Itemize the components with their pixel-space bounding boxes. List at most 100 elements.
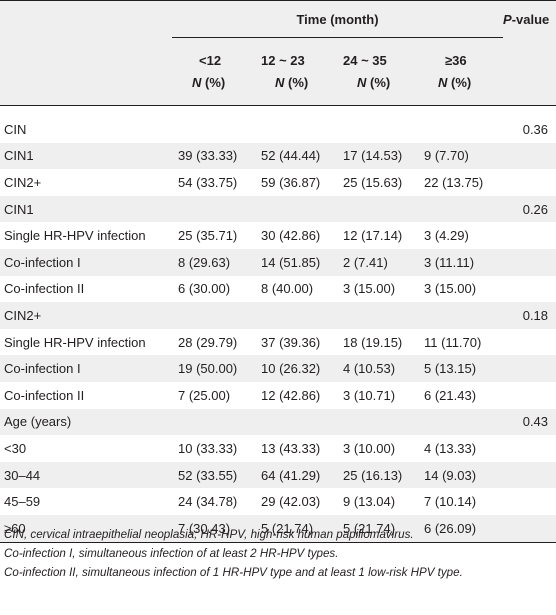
table-row: Co-infection II 6 (30.00) 8 (40.00) 3 (1… <box>0 276 556 303</box>
table-row: Co-infection I 8 (29.63) 14 (51.85) 2 (7… <box>0 248 556 276</box>
cell-12-23: 30 (42.86) <box>261 228 321 244</box>
cell-ge36: 6 (21.43) <box>424 387 477 403</box>
cell-ge36 <box>418 116 503 143</box>
cell-12-23: 10 (26.32) <box>261 361 321 377</box>
cell-12-23 <box>255 116 337 143</box>
cell-12-23 <box>255 302 337 329</box>
table-row: CIN2+ 0.18 <box>0 302 556 329</box>
table-row: Co-infection I 19 (50.00) 10 (26.32) 4 (… <box>0 355 556 382</box>
cell-24-35: 4 (10.53) <box>343 361 396 377</box>
row-label: 45–59 <box>4 494 41 510</box>
cell-ge36: 22 (13.75) <box>424 174 484 190</box>
cell-24-35: 25 (15.63) <box>343 174 403 190</box>
group-header: ≥36 N (%) <box>418 38 503 106</box>
cell-24-35: 18 (19.15) <box>343 334 403 350</box>
cell-12-23: 5 (21.74) <box>261 520 314 536</box>
table-row: Single HR-HPV infection 25 (35.71) 30 (4… <box>0 222 556 249</box>
row-label: Co-infection I <box>4 361 81 377</box>
cell-24-35 <box>337 409 418 436</box>
cell-lt12: 10 (33.33) <box>178 440 238 456</box>
group-unit: N (%) <box>438 74 472 90</box>
row-label: Age (years) <box>4 414 72 430</box>
group-range: <12 <box>199 52 222 68</box>
cell-lt12: 8 (29.63) <box>178 254 231 270</box>
cell-p-value <box>503 329 556 356</box>
group-range: 24 ~ 35 <box>343 52 387 68</box>
row-label: ≥60 <box>4 520 26 536</box>
cell-lt12: 24 (34.78) <box>178 494 238 510</box>
header-blank <box>0 1 172 38</box>
table-footnotes: CIN, cervical intraepithelial neoplasia;… <box>4 525 554 582</box>
cell-ge36: 9 (7.70) <box>424 148 469 164</box>
row-label: Single HR-HPV infection <box>4 334 146 350</box>
data-table: Time (month) P-value <12 N (%) 12 ~ 23 N… <box>0 0 556 542</box>
cell-24-35: 17 (14.53) <box>343 148 403 164</box>
cell-lt12 <box>172 409 255 436</box>
cell-p-value: 0.18 <box>522 307 549 323</box>
cell-lt12: 28 (29.79) <box>178 334 238 350</box>
p-value-header: P-value <box>503 1 556 38</box>
group-range: 12 ~ 23 <box>261 52 305 68</box>
cell-p-value <box>503 143 556 170</box>
row-label: 30–44 <box>4 467 41 483</box>
cell-ge36 <box>418 196 503 223</box>
cell-24-35: 3 (10.00) <box>343 440 396 456</box>
group-unit: N (%) <box>357 74 391 90</box>
cell-ge36: 14 (9.03) <box>424 467 477 483</box>
cell-ge36: 11 (11.70) <box>424 334 482 350</box>
group-header: <12 N (%) <box>172 38 255 106</box>
cell-12-23: 12 (42.86) <box>261 387 321 403</box>
cell-p-value: 0.43 <box>522 414 549 430</box>
row-label: CIN2+ <box>4 307 42 323</box>
group-header: 24 ~ 35 N (%) <box>337 38 418 106</box>
cell-24-35: 12 (17.14) <box>343 228 403 244</box>
cell-lt12: 25 (35.71) <box>178 228 238 244</box>
p-value-suffix: -value <box>511 11 550 27</box>
cell-p-value <box>503 382 556 409</box>
row-label: CIN1 <box>4 201 34 217</box>
table-row: CIN1 39 (33.33) 52 (44.44) 17 (14.53) 9 … <box>0 142 556 170</box>
cell-12-23: 13 (43.33) <box>261 440 321 456</box>
cell-24-35: 2 (7.41) <box>343 254 388 270</box>
cell-p-value <box>503 276 556 303</box>
cell-ge36: 6 (26.09) <box>424 520 477 536</box>
time-header: Time (month) <box>172 0 504 38</box>
group-unit: N (%) <box>275 74 309 90</box>
cell-12-23: 59 (36.87) <box>261 174 321 190</box>
table-row: Single HR-HPV infection 28 (29.79) 37 (3… <box>0 329 556 356</box>
cell-12-23: 8 (40.00) <box>261 281 314 297</box>
table-row: 45–59 24 (34.78) 29 (42.03) 9 (13.04) 7 … <box>0 488 556 515</box>
spacer-row <box>0 106 556 117</box>
cell-24-35: 3 (15.00) <box>343 281 396 297</box>
footnote: Co-infection II, simultaneous infection … <box>4 566 463 579</box>
cell-p-value <box>503 222 556 249</box>
cell-12-23: 29 (42.03) <box>261 494 321 510</box>
cell-24-35 <box>337 302 418 329</box>
cell-lt12: 7 (25.00) <box>178 387 231 403</box>
table-row: Co-infection II 7 (25.00) 12 (42.86) 3 (… <box>0 382 556 409</box>
cell-p-value <box>503 169 556 196</box>
cell-24-35: 3 (10.71) <box>343 387 396 403</box>
cell-12-23 <box>255 196 337 223</box>
table-row: <30 10 (33.33) 13 (43.33) 3 (10.00) 4 (1… <box>0 435 556 462</box>
cell-lt12 <box>172 116 255 143</box>
cell-ge36: 5 (13.15) <box>424 361 477 377</box>
group-range: ≥36 <box>445 52 467 68</box>
cell-24-35 <box>337 196 418 223</box>
cell-ge36: 7 (10.14) <box>424 494 477 510</box>
cell-24-35: 9 (13.04) <box>343 494 396 510</box>
table-row: ≥60 7 (30.43) 5 (21.74) 5 (21.74) 6 (26.… <box>0 514 556 542</box>
footnote: Co-infection I, simultaneous infection o… <box>4 547 339 560</box>
cell-24-35: 5 (21.74) <box>343 520 396 536</box>
table-row: 30–44 52 (33.55) 64 (41.29) 25 (16.13) 1… <box>0 461 556 489</box>
table-row: CIN1 0.26 <box>0 195 556 223</box>
group-header: 12 ~ 23 N (%) <box>255 38 337 106</box>
cell-lt12: 52 (33.55) <box>178 467 238 483</box>
row-label: CIN2+ <box>4 174 42 190</box>
row-label: CIN1 <box>4 148 34 164</box>
cell-lt12: 7 (30.43) <box>178 520 231 536</box>
cell-ge36: 4 (13.33) <box>424 440 477 456</box>
table-row: CIN2+ 54 (33.75) 59 (36.87) 25 (15.63) 2… <box>0 169 556 196</box>
cell-lt12 <box>172 302 255 329</box>
row-label: Co-infection I <box>4 254 81 270</box>
